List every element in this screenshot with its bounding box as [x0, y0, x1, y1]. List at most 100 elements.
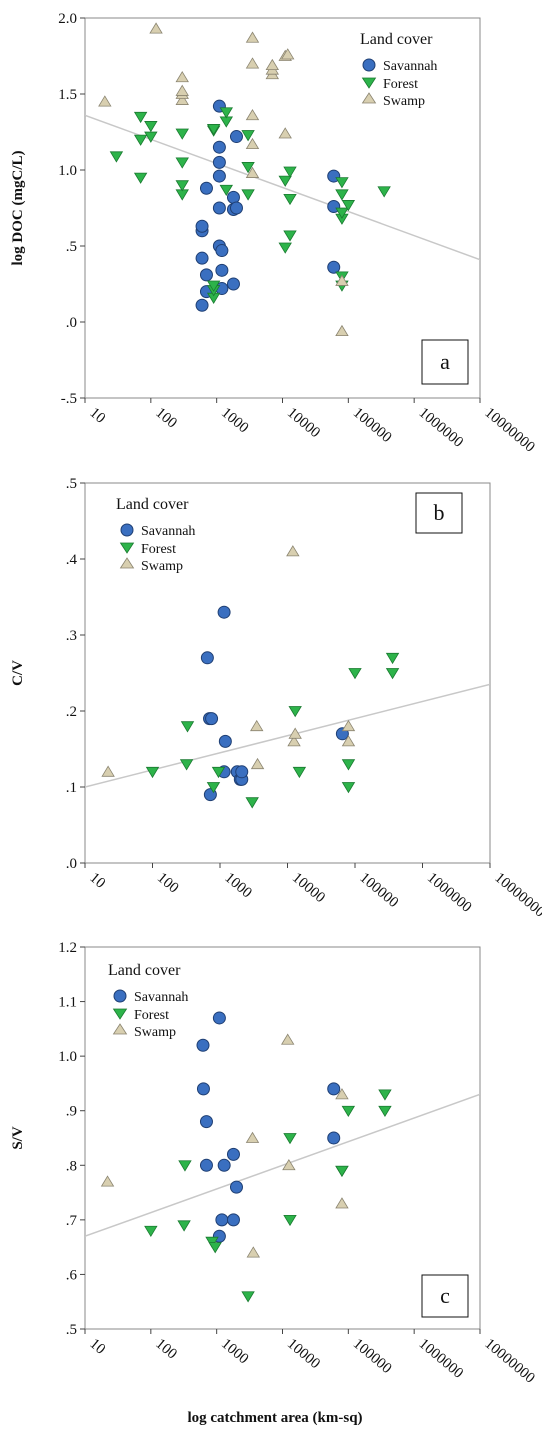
x-tick-label: 1000000 — [416, 405, 467, 451]
forest-marker-icon — [119, 542, 135, 554]
forest-point — [283, 1133, 297, 1145]
forest-point — [283, 1214, 297, 1227]
x-tick-label: 10000000 — [481, 405, 537, 456]
savannah-point — [199, 1158, 213, 1172]
forest-point — [341, 759, 356, 771]
savannah-point — [217, 1158, 231, 1172]
x-tick-label: 100 — [152, 405, 180, 432]
x-tick-label: 10000 — [284, 405, 323, 441]
forest-point — [241, 130, 255, 142]
panel-a-points — [98, 22, 391, 337]
forest-point — [385, 652, 400, 665]
savannah-point — [212, 1011, 226, 1025]
swamp-marker-icon — [361, 92, 377, 104]
savannah-marker-icon — [113, 989, 127, 1003]
y-tick-label: .5 — [66, 1322, 77, 1338]
x-tick-label: 10 — [86, 405, 108, 427]
x-tick-label: 1000 — [221, 870, 254, 902]
forest-point — [178, 1160, 192, 1172]
forest-point — [109, 151, 124, 163]
swamp-point — [250, 719, 264, 732]
x-tick-label: 1000 — [218, 1336, 251, 1368]
panel-a-legend: Land cover Savannah Forest Swamp — [360, 31, 437, 109]
x-tick-label: 100000 — [356, 870, 401, 911]
savannah-point — [229, 130, 243, 144]
y-tick-label: 2.0 — [58, 11, 77, 27]
forest-point — [175, 128, 189, 140]
legend-item-swamp: Swamp — [383, 94, 425, 109]
forest-point — [175, 180, 189, 192]
swamp-point — [245, 109, 260, 121]
forest-point — [133, 111, 148, 124]
x-tick-label: 10 — [86, 870, 108, 892]
x-tick-label: 100000 — [350, 1336, 395, 1377]
panel-a-frame — [84, 17, 481, 399]
savannah-point — [212, 140, 226, 154]
swamp-point — [98, 95, 112, 107]
swamp-point — [335, 1088, 349, 1100]
y-tick-label: 1.0 — [58, 1049, 77, 1065]
swamp-point — [265, 58, 280, 71]
swamp-point — [175, 93, 189, 105]
swamp-point — [278, 127, 292, 139]
legend-item-forest: Forest — [141, 542, 176, 557]
savannah-point — [226, 1213, 240, 1227]
x-tick-label: 100000 — [350, 405, 395, 446]
panel-a-letter: a — [440, 349, 450, 374]
savannah-point — [212, 169, 226, 183]
swamp-point — [245, 166, 260, 178]
x-tick-label: 1000000 — [416, 1336, 467, 1382]
x-tick-label: 1000000 — [424, 870, 475, 916]
savannah-marker-icon — [362, 58, 376, 72]
swamp-point — [245, 137, 260, 150]
forest-point — [335, 177, 349, 189]
legend-item-swamp: Swamp — [134, 1025, 176, 1040]
panel-a-x-axis: 10 100 1000 10000 100000 1000000 10000000 — [84, 398, 538, 456]
savannah-point — [215, 263, 229, 277]
forest-point — [145, 766, 160, 779]
panel-c-points — [100, 1011, 392, 1303]
swamp-point — [281, 48, 295, 60]
savannah-point — [217, 605, 231, 619]
y-tick-label: .4 — [66, 552, 78, 568]
forest-point — [133, 172, 148, 184]
x-tick-label: 10 — [86, 1336, 108, 1358]
savannah-marker-icon — [120, 523, 134, 537]
panel-c-x-axis: 10 100 1000 10000 100000 1000000 10000000 — [84, 1329, 538, 1387]
legend-item-forest: Forest — [134, 1008, 169, 1023]
forest-point — [335, 1165, 349, 1178]
legend-title: Land cover — [360, 31, 433, 48]
forest-point — [385, 668, 400, 680]
forest-point — [245, 797, 259, 809]
savannah-point — [235, 765, 249, 779]
forest-point — [335, 189, 349, 201]
forest-point — [206, 124, 221, 136]
panel-c-legend: Land cover Savannah Forest Swamp — [108, 962, 188, 1040]
savannah-point — [327, 1131, 341, 1145]
y-tick-label: .3 — [66, 628, 77, 644]
forest-point — [377, 186, 391, 198]
legend-item-savannah: Savannah — [134, 990, 188, 1005]
y-tick-label: .6 — [66, 1267, 78, 1283]
forest-point — [179, 759, 194, 771]
forest-point — [205, 1236, 219, 1248]
panel-c-letter-box — [421, 1274, 469, 1318]
y-tick-label: .0 — [66, 315, 77, 331]
forest-point — [278, 175, 292, 187]
forest-marker-icon — [112, 1008, 128, 1020]
y-tick-label: .9 — [66, 1104, 77, 1120]
panel-c-trendline — [85, 1093, 480, 1237]
savannah-point — [195, 251, 209, 265]
y-tick-label: 1.1 — [58, 995, 77, 1011]
swamp-point — [250, 757, 265, 770]
panel-b-x-axis: 10 100 1000 10000 100000 1000000 10000000 — [84, 863, 542, 921]
panel-a: -.5 .0 .5 1.0 1.5 2.0 10 100 1000 10000 100000 100… — [10, 11, 538, 456]
swamp-point — [286, 545, 300, 557]
forest-marker-icon — [361, 77, 377, 89]
forest-point — [283, 193, 297, 206]
legend-item-forest: Forest — [383, 77, 418, 92]
x-tick-label: 1000 — [218, 405, 251, 437]
savannah-point — [327, 1082, 341, 1096]
forest-point — [348, 668, 362, 680]
x-tick-label: 100 — [152, 1336, 180, 1363]
